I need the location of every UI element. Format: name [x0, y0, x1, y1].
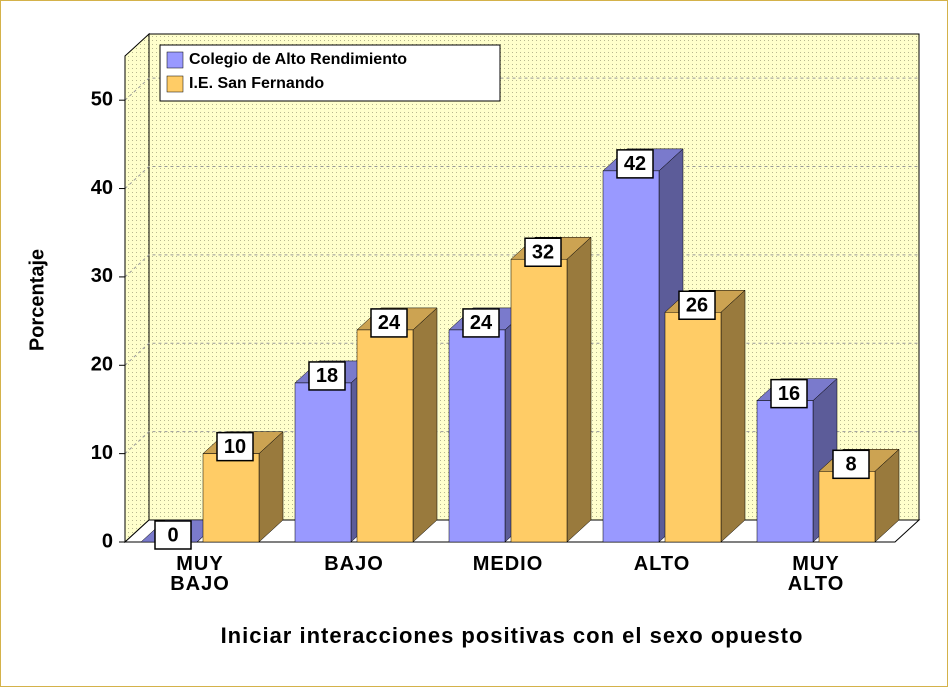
value-label: 42 [624, 153, 646, 175]
x-axis-title: Iniciar interacciones positivas con el s… [221, 623, 804, 648]
x-tick-label: ALTO [633, 553, 691, 575]
legend [159, 44, 501, 102]
y-tick-label: 30 [91, 265, 113, 287]
value-label: 10 [224, 436, 246, 458]
value-label: 24 [470, 312, 493, 334]
x-tick-label: MUY BAJO [170, 553, 230, 595]
side-wall [124, 32, 150, 544]
grid-line [124, 342, 919, 366]
label-box [770, 378, 808, 409]
bar [448, 329, 506, 543]
value-label: 18 [316, 365, 338, 387]
y-tick-label: 0 [102, 530, 113, 552]
x-tick-label: BAJO [324, 553, 384, 575]
y-tick-label: 50 [91, 88, 113, 110]
bar [294, 382, 352, 543]
value-label: 24 [378, 312, 401, 334]
bar-side [720, 289, 746, 543]
label-box [462, 308, 500, 338]
bar [202, 453, 260, 543]
y-axis-title: Porcentaje [26, 249, 48, 351]
x-tick-label: MUY ALTO [787, 553, 845, 595]
bar [756, 400, 814, 543]
label-box [678, 290, 716, 321]
bar-side [566, 236, 592, 543]
y-tick-label: 20 [91, 354, 113, 376]
x-tick-label: MEDIO [472, 553, 544, 575]
value-label: 32 [532, 242, 554, 264]
grid-line [124, 254, 919, 278]
value-label: 8 [845, 454, 856, 476]
label-box [308, 361, 346, 391]
value-label: 0 [167, 524, 178, 546]
legend-swatch [166, 51, 184, 69]
bar [664, 312, 722, 543]
legend-label: Colegio de Alto Rendimiento [189, 51, 407, 68]
label-box [370, 308, 408, 338]
bar [818, 471, 876, 543]
legend-swatch [166, 75, 184, 93]
grid-line [124, 431, 919, 455]
value-label: 16 [778, 383, 800, 405]
y-tick-label: 10 [91, 442, 113, 464]
label-box [216, 431, 254, 462]
bar-side [412, 307, 438, 543]
value-label: 26 [686, 295, 708, 317]
label-box [154, 520, 192, 550]
label-box [524, 237, 562, 267]
bar [510, 258, 568, 543]
grid-line [124, 77, 919, 101]
bar [602, 170, 660, 543]
y-tick-label: 40 [91, 177, 113, 199]
label-box [616, 149, 654, 179]
legend-label: I.E. San Fernando [189, 75, 324, 92]
label-box [832, 449, 870, 480]
bar [356, 329, 414, 543]
grid-line [124, 166, 919, 189]
